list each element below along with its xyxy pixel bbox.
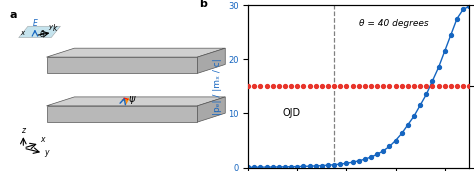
Text: y: y	[48, 24, 52, 30]
Polygon shape	[18, 26, 61, 38]
Text: y: y	[44, 148, 48, 157]
Polygon shape	[46, 48, 225, 57]
Text: E: E	[33, 19, 38, 28]
Text: x: x	[20, 30, 24, 36]
Text: k: k	[53, 24, 57, 34]
Polygon shape	[46, 97, 225, 106]
Text: OJD: OJD	[283, 108, 301, 118]
Polygon shape	[46, 106, 197, 122]
Text: b: b	[200, 0, 208, 9]
Text: θ: θ	[39, 30, 44, 39]
Y-axis label: |pₑ| / |mₓ / c|: |pₑ| / |mₓ / c|	[213, 58, 222, 115]
Text: a: a	[9, 10, 17, 20]
Text: θ = 40 degrees: θ = 40 degrees	[359, 19, 428, 28]
Text: ψ: ψ	[129, 94, 135, 104]
Polygon shape	[197, 48, 225, 73]
Polygon shape	[197, 97, 225, 122]
Polygon shape	[46, 57, 197, 73]
Text: x: x	[40, 135, 45, 144]
Text: z: z	[21, 126, 25, 135]
